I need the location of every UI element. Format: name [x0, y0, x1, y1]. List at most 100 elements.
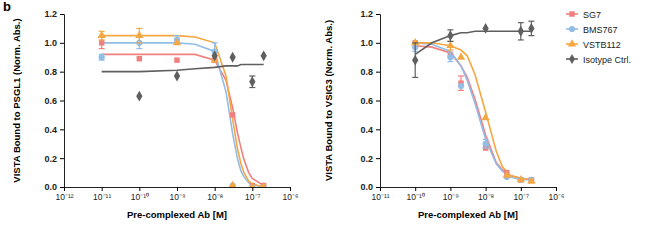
- y-tick: 0.6: [360, 96, 380, 106]
- y-tick: 0.0: [360, 182, 380, 192]
- x-tick: 10⁻⁸: [207, 187, 223, 202]
- x-axis-line: [381, 188, 557, 192]
- y-tick: 0.6: [44, 96, 64, 106]
- y-tick: 1.2: [360, 9, 380, 19]
- data-point: [457, 52, 465, 59]
- x-tick-label: 10⁻¹¹: [93, 192, 111, 202]
- x-axis: 10⁻¹¹10⁻¹⁰10⁻⁹10⁻⁸10⁻⁷10⁻⁶: [371, 187, 564, 202]
- x-axis: 10⁻¹²10⁻¹¹10⁻¹⁰10⁻⁹10⁻⁸10⁻⁷10⁻⁶: [55, 187, 298, 202]
- data-point: [261, 50, 267, 61]
- y-tick-mark: [376, 101, 380, 102]
- data-point: [228, 181, 236, 187]
- error-bar-cap: [447, 61, 453, 62]
- x-tick: 10⁻¹¹: [93, 187, 111, 202]
- data-point: [518, 26, 524, 37]
- legend-label: Isotype Ctrl.: [583, 55, 631, 65]
- data-point: [458, 83, 464, 89]
- fit-line: [102, 43, 264, 187]
- error-bar-cap: [99, 39, 105, 40]
- error-bar: [518, 23, 524, 40]
- x-tick-label: 10⁻¹²: [55, 192, 73, 202]
- error-bar-cap: [447, 49, 453, 50]
- y-tick-mark: [60, 101, 64, 102]
- data-point: [99, 40, 104, 45]
- y-axis-title: VISTA Bound to VSIG3 (Norm. Abs.): [323, 20, 334, 181]
- x-tick-mark: [450, 187, 451, 191]
- data-point: [137, 56, 142, 61]
- panel: 10⁻¹¹10⁻¹⁰10⁻⁹10⁻⁸10⁻⁷10⁻⁶0.00.20.40.60.…: [323, 9, 631, 220]
- legend-label: BMS767: [583, 25, 618, 35]
- error-bar: [528, 21, 534, 35]
- data-point: [483, 141, 489, 147]
- fit-line: [415, 31, 531, 54]
- x-tick-label: 10⁻⁷: [514, 192, 530, 202]
- data-point: [447, 30, 453, 41]
- fit-line: [415, 43, 531, 180]
- y-tick-label: 0.0: [360, 182, 373, 192]
- x-tick: 10⁻¹²: [55, 187, 73, 202]
- x-tick-mark: [521, 187, 522, 191]
- data-point: [173, 38, 181, 45]
- error-bar: [447, 30, 453, 42]
- y-tick: 0.2: [360, 154, 380, 164]
- data-point: [212, 50, 218, 61]
- error-bar: [99, 54, 105, 60]
- y-tick-label: 0.2: [360, 154, 373, 164]
- data-point: [248, 182, 256, 187]
- y-tick: 0.8: [360, 67, 380, 77]
- data-point: [260, 182, 268, 187]
- x-tick: 10⁻¹⁰: [407, 187, 425, 202]
- data-point: [446, 41, 454, 48]
- fit-line: [415, 46, 531, 180]
- data-point: [99, 54, 105, 60]
- y-tick-mark: [60, 14, 64, 15]
- y-tick-label: 1.0: [44, 38, 57, 48]
- legend-item: BMS767: [566, 25, 618, 35]
- x-tick-label: 10⁻⁷: [245, 192, 261, 202]
- legend-marker: [569, 54, 575, 64]
- y-tick: 1.2: [44, 9, 64, 19]
- y-tick-label: 1.2: [44, 9, 57, 19]
- fit-line: [102, 64, 264, 71]
- y-tick: 1.0: [44, 38, 64, 48]
- x-tick: 10⁻⁷: [514, 187, 530, 202]
- data-point: [482, 23, 488, 34]
- data-point: [230, 52, 236, 63]
- panel-label: b: [3, 0, 11, 14]
- error-bar-cap: [447, 52, 453, 53]
- y-tick-label: 0.2: [44, 154, 57, 164]
- x-tick-mark: [215, 187, 216, 191]
- error-bar: [412, 43, 418, 78]
- data-point: [230, 112, 235, 117]
- y-tick: 0.8: [44, 67, 64, 77]
- data-point: [174, 71, 180, 82]
- x-tick-label: 10⁻⁹: [443, 192, 459, 202]
- error-bar-cap: [483, 139, 489, 140]
- y-tick-mark: [376, 129, 380, 130]
- y-axis-line: [60, 15, 65, 188]
- y-tick-mark: [60, 129, 64, 130]
- error-bar-cap: [99, 48, 105, 49]
- y-tick-label: 1.0: [360, 38, 373, 48]
- figure: b 10⁻¹² 10⁻¹¹ 10⁻¹⁰ 10⁻⁹ 10⁻⁸ 10⁻⁷ 10⁻⁶ 0.0 0.2 0.…: [0, 0, 650, 229]
- data-point: [174, 57, 179, 62]
- x-tick-mark: [139, 187, 140, 191]
- y-tick-label: 0.8: [360, 67, 373, 77]
- y-tick-mark: [60, 187, 64, 188]
- x-tick: 10⁻⁹: [443, 187, 459, 202]
- error-bar: [483, 139, 489, 148]
- error-bar-cap: [174, 35, 180, 36]
- x-tick-mark: [177, 187, 178, 191]
- y-tick-label: 0.8: [44, 67, 57, 77]
- y-axis-line: [376, 15, 381, 188]
- x-tick: 10⁻¹¹: [371, 187, 389, 202]
- y-tick-mark: [376, 14, 380, 15]
- error-bar: [249, 76, 255, 88]
- legend: SG7BMS767VSTB112Isotype Ctrl.: [566, 10, 631, 65]
- x-tick: 10⁻⁶: [283, 187, 299, 202]
- error-bar-cap: [458, 75, 464, 76]
- error-bar-cap: [412, 42, 418, 43]
- error-bar-cap: [136, 48, 142, 49]
- error-bar-cap: [458, 90, 464, 91]
- x-axis-title: Pre-complexed Ab [M]: [418, 209, 518, 220]
